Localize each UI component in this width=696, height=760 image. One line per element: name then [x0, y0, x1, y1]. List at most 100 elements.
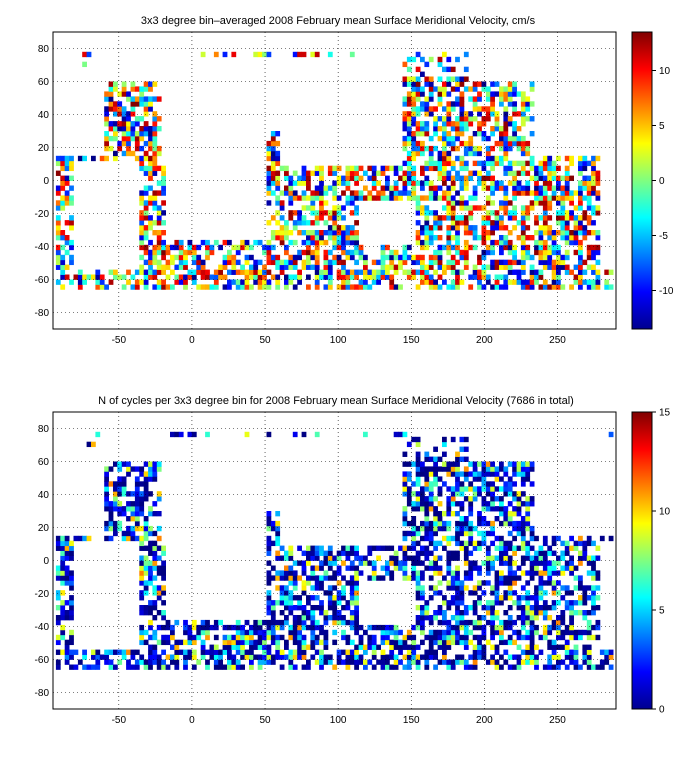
data-cell	[222, 649, 228, 655]
data-cell	[591, 555, 596, 561]
data-cell	[442, 545, 447, 551]
data-cell	[556, 535, 561, 542]
data-cell	[55, 254, 61, 261]
data-cell	[187, 274, 193, 280]
data-cell	[455, 501, 460, 507]
data-cell	[442, 155, 447, 162]
data-cell	[481, 615, 487, 621]
data-cell	[446, 580, 452, 586]
data-cell	[143, 605, 149, 611]
data-cell	[529, 629, 535, 636]
data-cell	[121, 121, 127, 127]
data-cell	[573, 565, 579, 571]
data-cell	[55, 200, 61, 206]
data-cell	[507, 140, 513, 147]
colorbar-tick-label: 15	[659, 408, 671, 419]
data-cell	[512, 205, 517, 211]
data-cell	[104, 486, 109, 492]
data-cell	[503, 279, 509, 285]
data-cell	[437, 185, 443, 191]
data-cell	[165, 274, 171, 280]
data-cell	[494, 649, 500, 655]
data-cell	[292, 629, 298, 636]
data-cell	[442, 170, 447, 176]
data-cell	[310, 210, 316, 216]
data-cell	[152, 205, 158, 211]
data-cell	[433, 106, 438, 112]
data-cell	[420, 471, 425, 477]
data-cell	[270, 525, 276, 532]
data-cell	[371, 545, 377, 551]
data-cell	[446, 486, 452, 492]
data-cell	[332, 595, 338, 601]
data-cell	[481, 476, 487, 482]
data-cell	[345, 200, 351, 206]
data-cell	[463, 239, 469, 246]
data-cell	[494, 220, 500, 226]
data-cell	[411, 180, 417, 186]
data-cell	[341, 239, 346, 246]
data-cell	[529, 86, 535, 92]
data-cell	[459, 254, 465, 261]
data-cell	[516, 605, 522, 611]
data-cell	[218, 264, 223, 270]
data-cell	[196, 629, 202, 636]
data-cell	[288, 545, 294, 551]
data-cell	[257, 274, 263, 280]
data-cell	[301, 585, 307, 591]
data-cell	[586, 624, 592, 631]
data-cell	[485, 274, 491, 280]
data-cell	[183, 249, 188, 256]
data-cell	[95, 269, 101, 275]
data-cell	[367, 644, 373, 650]
data-cell	[578, 555, 583, 561]
data-cell	[402, 570, 408, 576]
data-cell	[415, 619, 421, 626]
data-cell	[284, 565, 289, 571]
data-cell	[507, 575, 513, 581]
data-cell	[174, 664, 180, 670]
data-cell	[406, 491, 412, 497]
data-cell	[178, 639, 184, 646]
data-cell	[108, 91, 114, 97]
data-cell	[336, 649, 342, 655]
data-cell	[542, 600, 548, 606]
data-cell	[139, 91, 145, 97]
data-cell	[595, 180, 601, 186]
data-cell	[108, 511, 114, 517]
data-cell	[231, 664, 237, 670]
data-cell	[450, 160, 456, 167]
data-cell	[301, 654, 307, 660]
data-cell	[516, 170, 522, 176]
data-cell	[485, 481, 491, 487]
data-cell	[433, 185, 438, 191]
data-cell	[591, 205, 596, 211]
data-cell	[60, 615, 66, 621]
data-cell	[415, 140, 421, 147]
data-cell	[139, 145, 145, 152]
data-cell	[104, 496, 109, 502]
data-cell	[139, 471, 145, 477]
data-cell	[547, 215, 553, 221]
data-cell	[494, 180, 500, 186]
data-cell	[442, 121, 447, 127]
data-cell	[556, 249, 561, 256]
data-cell	[411, 525, 417, 532]
data-cell	[341, 264, 346, 270]
data-cell	[582, 160, 588, 167]
data-cell	[288, 185, 294, 191]
data-cell	[485, 264, 491, 270]
data-cell	[455, 284, 460, 290]
data-cell	[275, 555, 281, 561]
data-cell	[446, 659, 452, 665]
data-cell	[494, 570, 500, 576]
data-cell	[310, 634, 316, 641]
data-cell	[485, 210, 491, 216]
data-cell	[332, 615, 338, 621]
data-cell	[507, 654, 513, 660]
data-cell	[450, 254, 456, 261]
data-cell	[608, 535, 614, 542]
data-cell	[143, 530, 149, 537]
data-cell	[529, 560, 535, 566]
data-cell	[148, 220, 153, 226]
